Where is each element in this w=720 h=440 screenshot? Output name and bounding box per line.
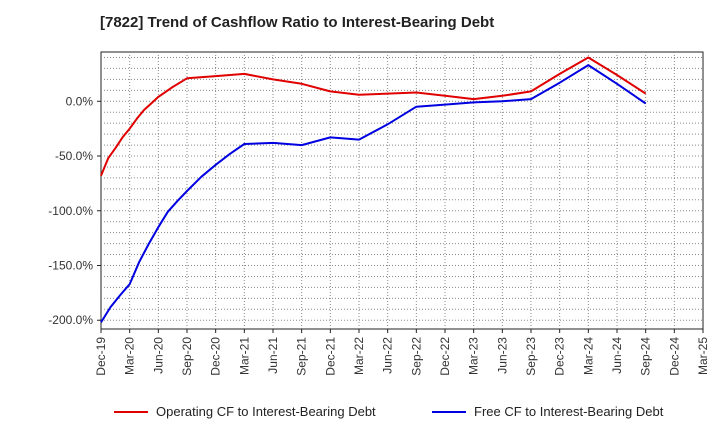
x-tick-label: Jun-24 [610, 337, 624, 374]
legend: Operating CF to Interest-Bearing Debt Fr… [0, 404, 720, 426]
x-tick-label: Dec-19 [94, 337, 108, 376]
x-tick-label: Sep-24 [639, 337, 653, 376]
x-tick-label: Mar-25 [696, 337, 710, 375]
legend-swatch-blue [432, 410, 466, 413]
y-tick-label: -100.0% [48, 204, 93, 218]
x-tick-label: Dec-23 [553, 337, 567, 376]
x-tick-label: Mar-24 [581, 337, 595, 375]
legend-label: Operating CF to Interest-Bearing Debt [156, 404, 376, 419]
series-lines [100, 56, 647, 323]
x-tick-label: Jun-22 [381, 337, 395, 374]
series-line-operating-cf [100, 56, 647, 177]
x-tick-label: Jun-23 [495, 337, 509, 374]
x-tick-label: Mar-21 [237, 337, 251, 375]
x-tick-label: Sep-21 [295, 337, 309, 376]
y-tick-label: -150.0% [48, 258, 93, 272]
x-tick-label: Jun-21 [266, 337, 280, 374]
x-tick-label: Sep-20 [180, 337, 194, 376]
plot-area [100, 51, 704, 330]
series-line-free-cf [100, 64, 647, 323]
y-tick-label: -200.0% [48, 313, 93, 327]
x-tick-label: Sep-22 [409, 337, 423, 376]
y-tick-label: -50.0% [55, 149, 93, 163]
chart-title: [7822] Trend of Cashflow Ratio to Intere… [100, 14, 495, 31]
x-tick-label: Mar-23 [467, 337, 481, 375]
y-axis-tick-labels: 0.0% -50.0% -100.0% -150.0% -200.0% [48, 94, 101, 327]
legend-item-free-cf: Free CF to Interest-Bearing Debt [432, 404, 663, 419]
x-tick-label: Dec-22 [438, 337, 452, 376]
x-tick-label: Dec-20 [209, 337, 223, 376]
gridlines [101, 52, 703, 329]
legend-label: Free CF to Interest-Bearing Debt [474, 404, 664, 419]
x-tick-label: Jun-20 [151, 337, 165, 374]
x-tick-label: Mar-22 [352, 337, 366, 375]
x-tick-label: Dec-24 [667, 337, 681, 376]
legend-swatch-red [114, 410, 148, 413]
legend-item-operating-cf: Operating CF to Interest-Bearing Debt [114, 404, 376, 419]
x-tick-label: Mar-20 [123, 337, 137, 375]
y-tick-label: 0.0% [66, 94, 94, 108]
x-tick-label: Dec-21 [323, 337, 337, 376]
x-axis-tick-labels: Dec-19 Mar-20 Jun-20 Sep-20 Dec-20 Mar-21 Jun-… [94, 329, 710, 376]
x-tick-label: Sep-23 [524, 337, 538, 376]
